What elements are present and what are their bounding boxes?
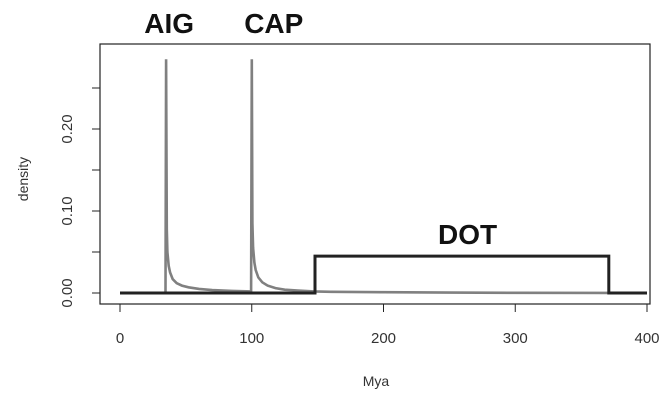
plot-frame [99, 43, 651, 305]
annotation-layer: AIG CAP DOT [144, 8, 497, 250]
y-tick-label: 0.20 [59, 114, 76, 143]
x-axis-title: Mya [363, 373, 390, 389]
density-series-1 [120, 59, 648, 295]
series-layer [120, 59, 648, 295]
annotation-label: CAP [244, 8, 303, 39]
y-tick-label: 0.00 [59, 278, 76, 307]
density-series-2 [120, 254, 647, 295]
y-axis: 0.00 0.10 0.20 [59, 87, 101, 308]
x-tick-label: 100 [239, 330, 264, 347]
x-tick-label: 200 [371, 330, 396, 347]
y-tick-label: 0.10 [59, 196, 76, 225]
annotation-label: DOT [438, 219, 497, 250]
x-tick-label: 400 [634, 330, 659, 347]
annotation-label: AIG [144, 8, 194, 39]
y-axis-title: density [15, 157, 31, 201]
x-tick-label: 300 [503, 330, 528, 347]
x-tick-label: 0 [116, 330, 124, 347]
x-axis: 0 100 200 300 400 [116, 303, 660, 347]
